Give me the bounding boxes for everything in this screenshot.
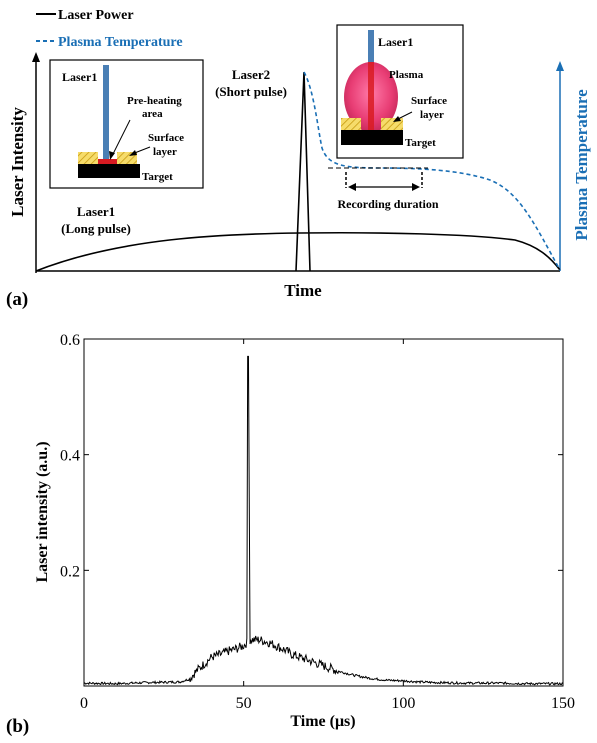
- inset-right-surface-arrowhead: [393, 116, 401, 122]
- inset-preheating: Laser1 Pre-heating area Surface layer Ta…: [49, 59, 204, 189]
- y-tick-label: 0.2: [60, 563, 80, 580]
- y-axis-right-label: Plasma Temperature: [572, 89, 591, 241]
- inset-right-surface-label-2: layer: [420, 109, 444, 121]
- inset-left-preheat-arrowhead: [109, 151, 115, 160]
- plasma-temperature-curve: [303, 71, 561, 271]
- x-tick-label: 50: [236, 695, 252, 712]
- inset-left-target-label: Target: [142, 171, 173, 183]
- inset-left-preheat-label-2: area: [142, 108, 163, 120]
- panel-a: Laser Power Plasma Temperature Laser Int…: [6, 8, 591, 310]
- inset-right-target: [341, 130, 403, 145]
- laser1-long-label-2: (Long pulse): [61, 221, 131, 236]
- plot-b-x-label: Time (μs): [290, 713, 355, 730]
- recording-arrow-right-head: [412, 183, 420, 191]
- x-axis-label: Time: [284, 281, 322, 300]
- laser2-short-pulse-curve: [295, 71, 311, 272]
- plot-b-y-ticks: 0.2 0.4 0.6: [60, 332, 563, 580]
- inset-left-preheat-label-1: Pre-heating: [127, 95, 182, 107]
- inset-right-plasma-core: [368, 62, 374, 130]
- plot-b-frame: [83, 338, 564, 687]
- y-axis-right-arrow: [556, 61, 564, 71]
- panel-label-b: (b): [6, 716, 29, 737]
- inset-left-laser-beam: [103, 65, 109, 165]
- panel-b: 0 50 100 150 0.2 0.4 0.6 Time (μs) Laser inte…: [6, 332, 575, 737]
- plot-b-series-line: [83, 355, 564, 686]
- inset-right-plasma-label: Plasma: [389, 69, 424, 81]
- inset-right-laser-beam: [368, 30, 374, 70]
- inset-left-target: [78, 164, 140, 178]
- x-tick-label: 0: [80, 695, 88, 712]
- inset-left-surface-left: [78, 152, 98, 164]
- recording-duration-label: Recording duration: [337, 197, 438, 211]
- panel-label-a: (a): [6, 289, 28, 310]
- inset-left-surface-label-2: layer: [153, 146, 177, 158]
- x-tick-label: 100: [391, 695, 415, 712]
- inset-left-preheat-arrow: [111, 119, 131, 157]
- inset-plasma: Laser1 Plasma Surface layer Target: [336, 24, 464, 159]
- inset-right-surface-left: [341, 118, 361, 130]
- inset-right-surface-label-1: Surface: [411, 95, 447, 107]
- legend-label-plasma-temperature: Plasma Temperature: [58, 35, 183, 50]
- y-tick-label: 0.6: [60, 332, 80, 349]
- laser1-long-pulse-curve: [35, 231, 561, 272]
- legend-label-laser-power: Laser Power: [58, 8, 134, 23]
- laser2-short-label-2: (Short pulse): [215, 84, 287, 99]
- y-axis-left-label: Laser Intensity: [8, 107, 27, 217]
- inset-right-laser-label: Laser1: [378, 35, 413, 49]
- inset-left-preheat-spot: [98, 159, 117, 164]
- y-axis-left-arrow: [32, 52, 40, 62]
- y-tick-label: 0.4: [60, 448, 80, 465]
- recording-arrow-left-head: [348, 183, 356, 191]
- plot-b-y-label: Laser intensity (a.u.): [34, 441, 51, 582]
- x-tick-label: 150: [551, 695, 575, 712]
- inset-left-surface-label-1: Surface: [148, 132, 184, 144]
- inset-left-surface-arrowhead: [129, 150, 137, 156]
- laser1-long-label-1: Laser1: [77, 204, 115, 219]
- plot-b-x-ticks: 0 50 100 150: [80, 339, 575, 712]
- inset-left-laser-label: Laser1: [62, 70, 97, 84]
- laser2-short-label-1: Laser2: [232, 67, 270, 82]
- inset-right-target-label: Target: [405, 137, 436, 149]
